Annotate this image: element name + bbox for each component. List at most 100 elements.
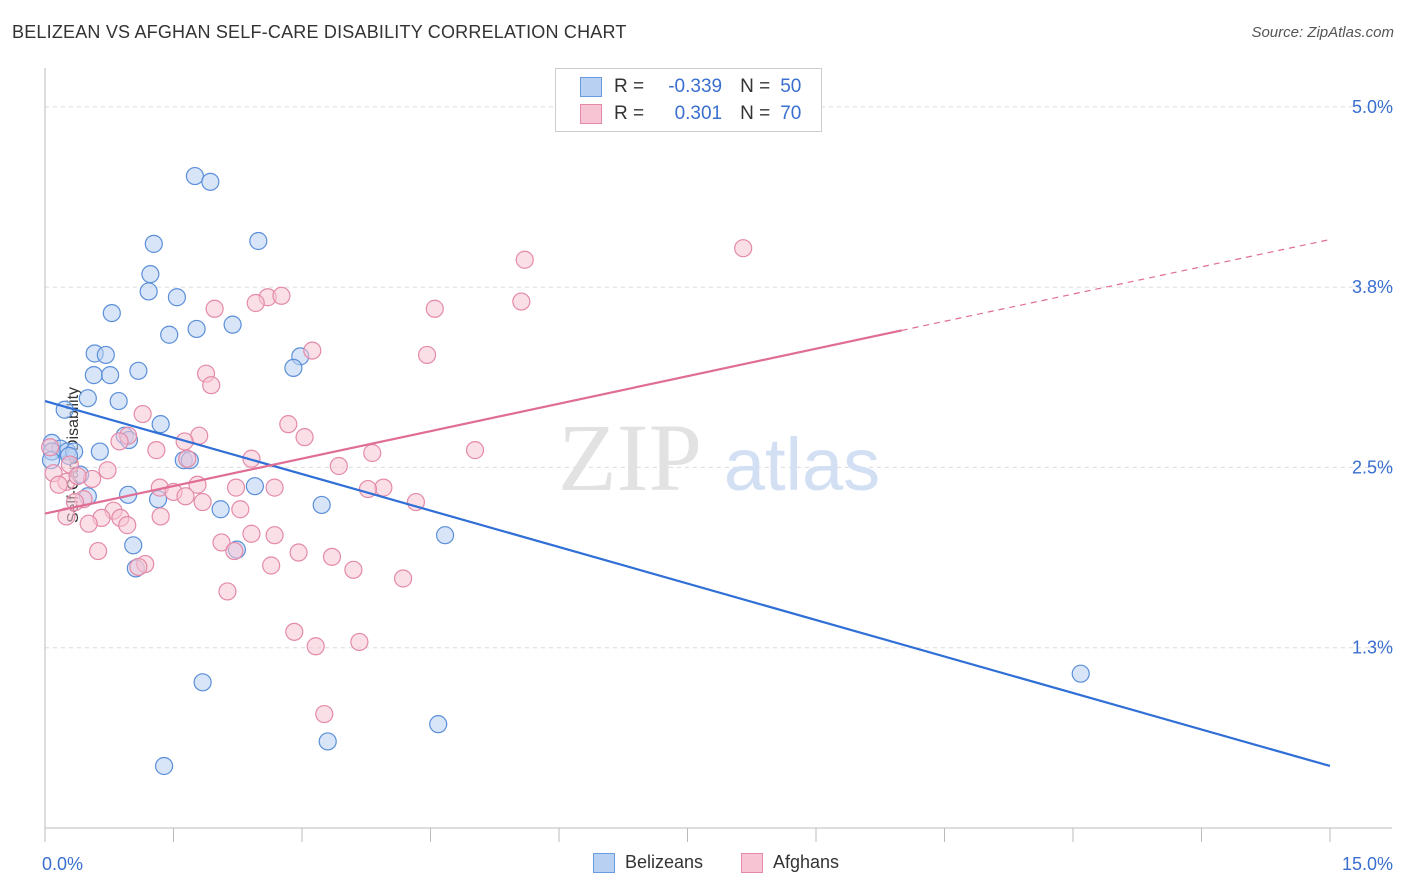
watermark-zip: ZIP [558,404,702,511]
belizean-point [1071,664,1090,683]
belizean-point [435,526,455,545]
belizean-point [109,391,128,411]
belizean-point [185,166,205,186]
y-tick-label: 5.0% [1352,97,1393,117]
tick-labels: 1.3% 2.5% 3.8% 5.0% 0.0% 15.0% [42,97,1393,874]
afghan-point [226,478,246,497]
bottom-legend-label-afghans: Afghans [773,852,840,872]
belizean-trend-line [44,400,1331,768]
x-tick-label-max: 15.0% [1342,854,1393,874]
legend-r-value: 0.301 [674,103,723,124]
afghan-point [176,487,195,506]
belizean-point [78,389,97,408]
afghan-trend-line [44,329,902,515]
legend-r-label: R = [614,76,645,97]
legend-swatch-belizeans [580,77,602,97]
afghan-point [68,466,87,486]
watermark-atlas: atlas [724,423,880,506]
bottom-legend-swatch-afghans [741,852,763,873]
afghan-point [118,516,137,535]
afghan-point [242,524,261,543]
afghan-point [133,404,152,424]
afghan-point [322,547,342,566]
y-tick-label: 2.5% [1352,457,1393,477]
afghan-point [329,456,348,476]
afghan-point [79,514,98,533]
afghan-point [315,704,334,724]
legend-n-value: 50 [780,76,802,97]
afghan-point [374,478,393,497]
afghan-point [272,286,291,305]
bottom-legend-belizeans: Belizeans [593,852,703,873]
afghan-point [350,632,369,652]
afghan-point [218,582,237,601]
legend-row-afghans: R = 0.301 N = 70 [580,102,801,126]
watermark: ZIP atlas [558,404,880,511]
afghan-point [465,441,485,460]
afghan-point [295,428,314,447]
belizean-point [167,288,187,307]
afghan-point [129,557,148,577]
afghan-point [279,415,298,434]
data-points [41,166,1090,776]
y-tick-label: 3.8% [1352,277,1393,297]
afghan-point [193,492,212,512]
belizean-point [193,673,212,692]
afghan-point [512,292,531,311]
belizean-point [211,500,230,519]
afghan-point [417,345,437,365]
legend: R = -0.339 N = 50 R = 0.301 N = 70 [555,68,822,132]
afghan-point [306,637,325,656]
afghan-point [205,299,224,318]
afghan-point [147,441,166,460]
afghan-point [246,293,265,313]
afghan-point [393,569,413,588]
source-label: Source: ZipAtlas.com [1251,24,1394,41]
grid-lines [45,106,1392,649]
legend-swatch-afghans [580,104,602,124]
afghan-point [425,299,444,318]
legend-row-belizeans: R = -0.339 N = 50 [580,75,801,99]
trend-lines [44,238,1331,768]
x-tick-label-min: 0.0% [42,854,83,874]
belizean-point [249,231,268,251]
afghan-point [262,556,281,575]
legend-r-value: -0.339 [668,76,723,97]
bottom-legend-label-belizeans: Belizeans [625,852,704,872]
belizean-point [102,303,121,323]
afghan-point [265,478,284,497]
belizean-point [312,495,331,515]
legend-r-label: R = [614,103,645,124]
afghan-point [178,449,197,468]
belizean-point [124,536,143,555]
afghan-point [344,560,363,579]
bottom-legend-afghans: Afghans [741,852,839,873]
afghan-point [225,541,244,561]
afghan-point [285,622,304,641]
belizean-point [201,172,220,191]
belizean-point [187,319,206,339]
belizean-point [129,361,148,380]
legend-n-label: N = [740,103,771,124]
belizean-point [154,756,174,776]
belizean-point [84,366,103,385]
afghan-point [89,541,108,561]
afghan-point [98,461,117,480]
belizean-point [90,442,109,461]
belizean-point [223,315,242,334]
afghan-point [49,475,68,494]
afghan-point [289,543,308,562]
belizean-point [318,732,337,751]
afghan-point [734,239,753,258]
belizean-point [139,282,158,301]
afghan-trend-extension [901,238,1331,331]
bottom-legend-swatch-belizeans [593,852,615,873]
belizean-point [160,325,179,344]
belizean-point [96,345,115,365]
belizean-point [55,400,74,419]
chart-title: BELIZEAN VS AFGHAN SELF-CARE DISABILITY … [12,22,627,42]
afghan-point [363,443,382,463]
afghan-point [231,500,250,519]
legend-n-label: N = [740,76,771,97]
